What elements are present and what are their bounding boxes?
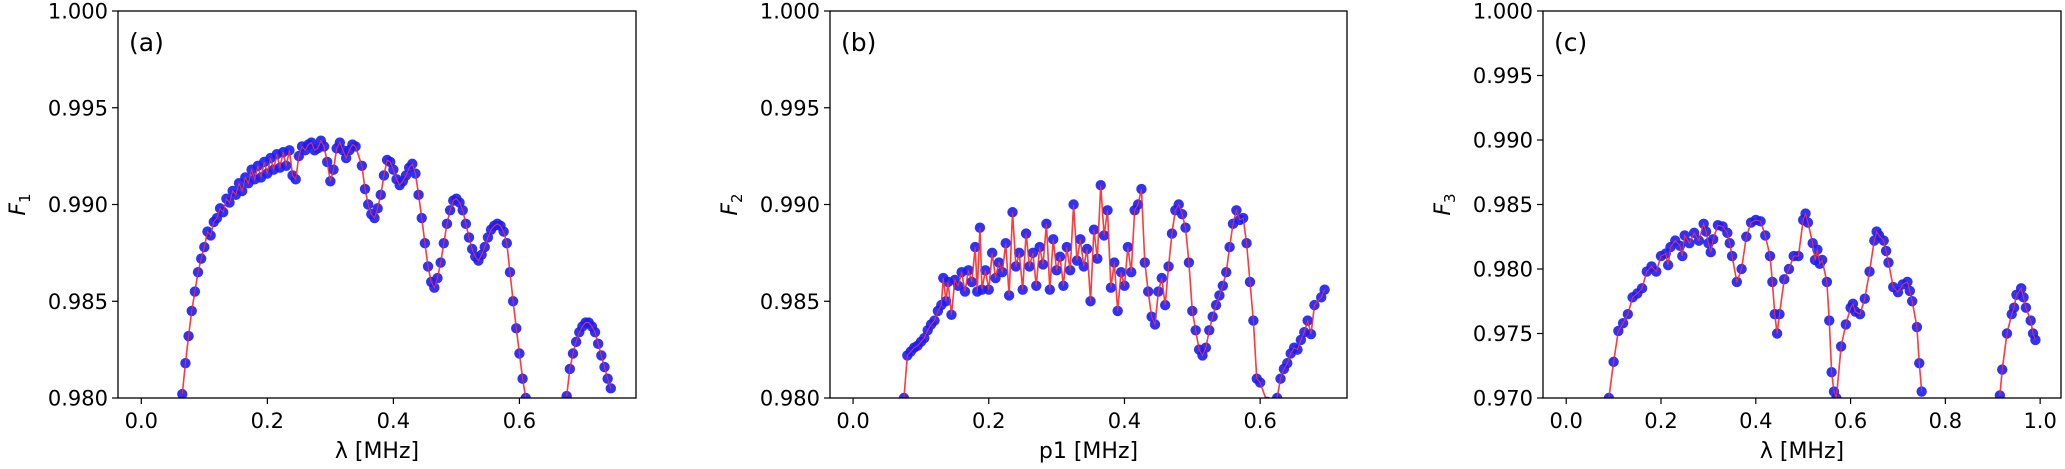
y-axis-label-main: F — [718, 203, 743, 216]
x-tick-label: 0.6 — [1243, 409, 1276, 433]
x-tick-label: 0.0 — [125, 409, 158, 433]
x-axis-label: p1 [MHz] — [1039, 439, 1138, 464]
y-tick-label: 0.985 — [760, 290, 820, 314]
y-axis-label: F2 — [718, 193, 746, 215]
x-tick-label: 1.0 — [2023, 409, 2056, 433]
y-axis-label-subscript: 2 — [728, 193, 746, 203]
y-tick-label: 0.985 — [1473, 193, 1533, 217]
y-tick-label: 1.000 — [1473, 0, 1533, 24]
y-tick-label: 0.990 — [760, 193, 820, 217]
y-tick-label: 0.980 — [48, 387, 108, 411]
data-point — [1319, 284, 1330, 295]
axes-frame — [829, 10, 1348, 399]
y-tick-label: 0.970 — [1473, 387, 1533, 411]
y-tick-label: 0.980 — [760, 387, 820, 411]
series-line — [181, 138, 527, 398]
y-tick-label: 0.995 — [760, 96, 820, 120]
panel-label: (c) — [1554, 28, 1587, 57]
y-tick-label: 0.995 — [48, 96, 108, 120]
y-tick-label: 1.000 — [48, 0, 108, 24]
panel-label: (b) — [841, 28, 876, 57]
y-tick-label: 0.990 — [48, 193, 108, 217]
y-tick-label: 0.995 — [1473, 64, 1533, 88]
y-tick-label: 0.985 — [48, 290, 108, 314]
y-axis-label-subscript: 1 — [16, 193, 34, 203]
x-tick-label: 0.6 — [1834, 409, 1867, 433]
panel-c: 0.970 0.975 0.980 0.985 0.990 0.995 1.000 0.0 0.… — [1431, 0, 2062, 464]
axes-frame — [117, 10, 637, 399]
series — [177, 135, 616, 398]
x-axis-label: λ [MHz] — [335, 439, 419, 464]
y-axis-label-main: F — [1431, 203, 1456, 216]
y-tick-label: 0.980 — [1473, 258, 1533, 282]
x-tick-label: 0.4 — [1108, 409, 1141, 433]
x-tick-label: 0.0 — [836, 409, 869, 433]
y-tick-label: 1.000 — [760, 0, 820, 24]
axes-frame — [1542, 10, 2062, 399]
panel-label: (a) — [129, 28, 164, 57]
series-line-overlay — [566, 321, 612, 397]
y-axis-label: F1 — [6, 193, 34, 215]
x-tick-label: 0.6 — [503, 409, 536, 433]
series-line-overlay — [1608, 211, 1923, 398]
x-tick-label: 0.2 — [972, 409, 1005, 433]
y-tick-label: 0.975 — [1473, 322, 1533, 346]
series-line-overlay — [903, 185, 1326, 398]
x-tick-label: 0.2 — [1644, 409, 1677, 433]
panel-a: 0.980 0.985 0.990 0.995 1.000 0.0 0.2 0.4 0.6 λ [… — [6, 0, 637, 464]
data-point — [2030, 334, 2041, 346]
x-tick-label: 0.0 — [1550, 409, 1583, 433]
series-line-overlay — [181, 139, 527, 398]
y-axis-label-subscript: 3 — [1441, 193, 1459, 203]
x-tick-label: 0.4 — [377, 409, 410, 433]
x-axis-label: λ [MHz] — [1760, 439, 1844, 464]
y-axis-label: F3 — [1431, 193, 1459, 215]
x-tick-label: 0.2 — [251, 409, 284, 433]
y-tick-label: 0.990 — [1473, 129, 1533, 153]
series — [1603, 208, 2041, 398]
series — [898, 179, 1330, 398]
series-line-overlay — [1999, 287, 2036, 396]
panel-b: 0.980 0.985 0.990 0.995 1.000 0.0 0.2 0.4 0.6 p1 … — [718, 0, 1348, 464]
x-tick-label: 0.8 — [1929, 409, 1962, 433]
x-tick-label: 0.4 — [1739, 409, 1772, 433]
y-axis-label-main: F — [6, 203, 31, 216]
